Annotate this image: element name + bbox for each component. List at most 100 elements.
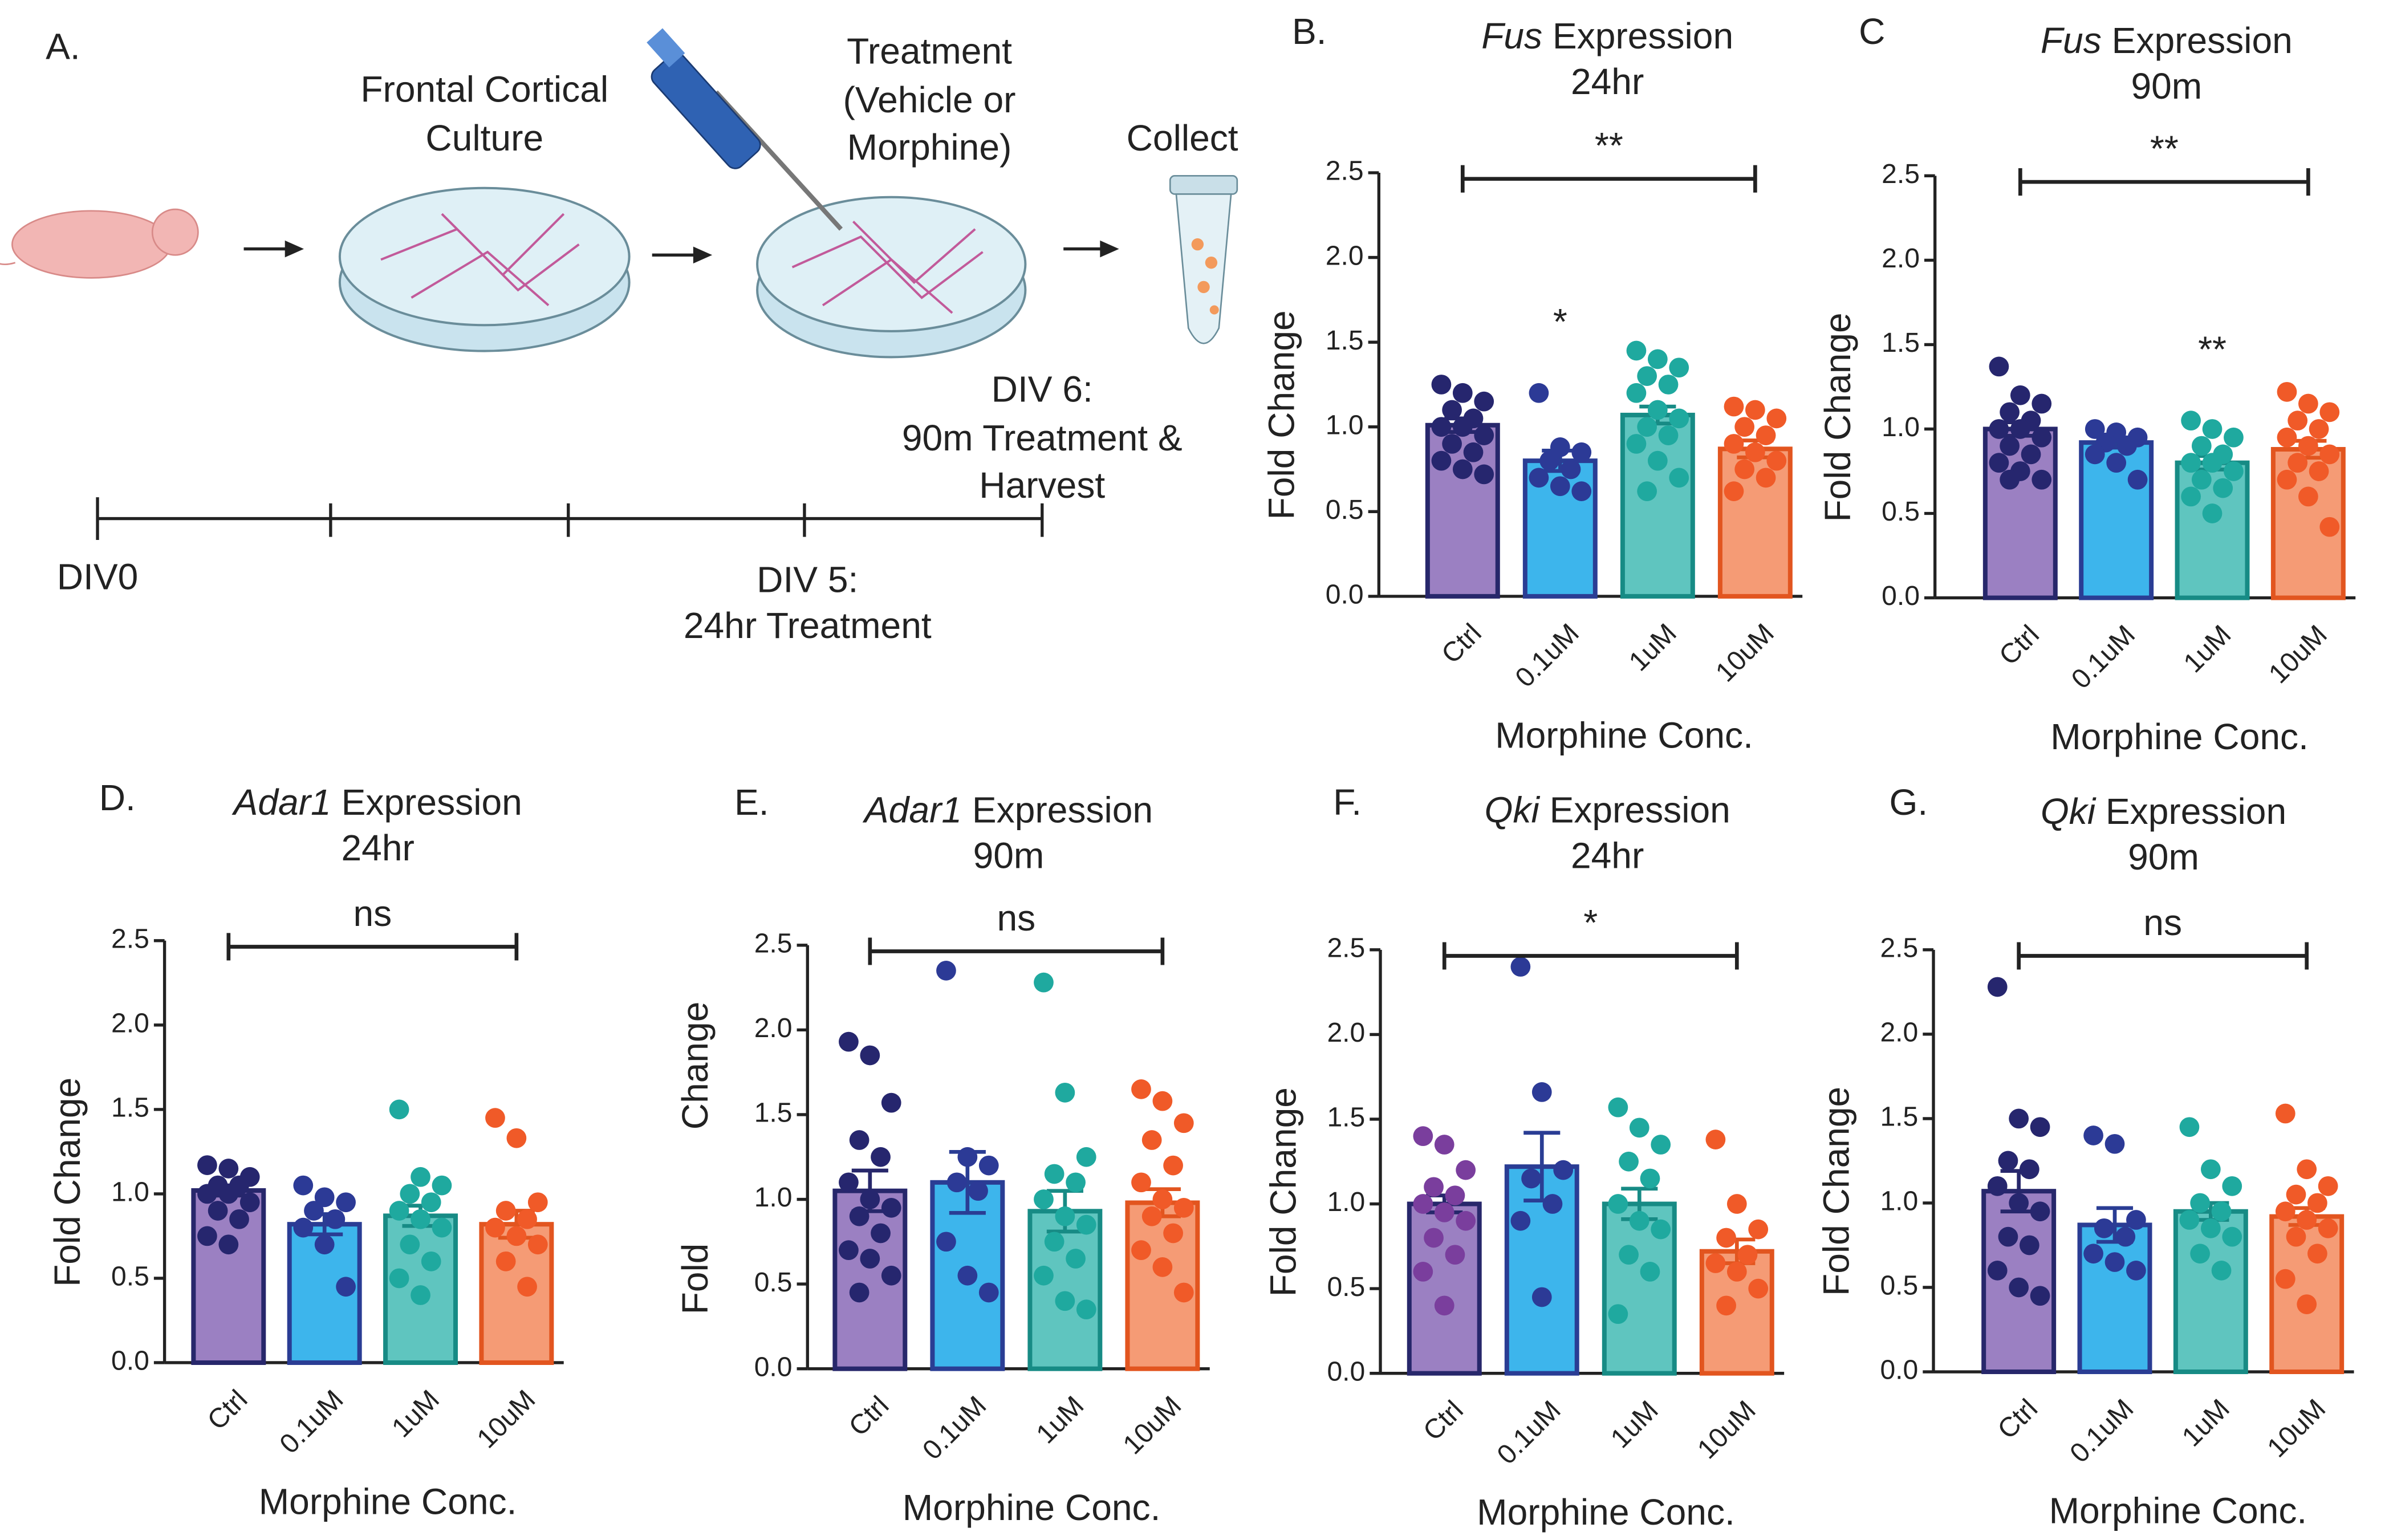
data-point	[1141, 1206, 1162, 1226]
data-point	[1055, 1082, 1075, 1103]
data-point	[293, 1217, 314, 1238]
y-tick-label: 2.5	[1882, 159, 1920, 189]
y-tick-label: 0.0	[1327, 1356, 1365, 1387]
data-point	[2181, 486, 2201, 507]
data-point	[881, 1092, 901, 1113]
data-point	[2010, 385, 2030, 405]
significance-bracket	[1442, 942, 1739, 970]
data-point	[2288, 411, 2308, 431]
y-tick-label: 2.0	[1327, 1017, 1365, 1048]
data-point	[1640, 1262, 1660, 1282]
data-point	[1131, 1172, 1151, 1193]
data-point	[1034, 1189, 1054, 1209]
data-point	[2179, 1117, 2200, 1137]
data-point	[1413, 1194, 1433, 1214]
y-tick-label: 2.0	[111, 1008, 149, 1039]
data-point	[1987, 1176, 2008, 1196]
data-point	[1434, 1135, 1454, 1155]
data-point	[2021, 444, 2041, 465]
data-point	[1456, 1210, 1476, 1231]
data-point	[421, 1192, 441, 1213]
x-tick-label: 0.1uM	[2064, 1393, 2140, 1469]
x-tick-label: Ctrl	[201, 1384, 253, 1436]
x-tick-label: 1uM	[1623, 617, 1683, 677]
data-point	[1431, 417, 1452, 437]
data-point	[432, 1217, 452, 1238]
data-point	[1539, 450, 1559, 471]
data-point	[1510, 957, 1531, 977]
dish-2	[756, 196, 1027, 359]
title-gene: Fus	[1481, 15, 1542, 56]
data-point	[1434, 1202, 1454, 1222]
data-point	[2298, 436, 2318, 456]
title-gene: Qki	[2041, 791, 2097, 832]
data-point	[1034, 972, 1054, 993]
data-point	[839, 1240, 859, 1261]
data-point	[389, 1201, 409, 1221]
data-point	[860, 1189, 880, 1209]
x-tick-label: 0.1uM	[1509, 617, 1585, 693]
data-point	[936, 1232, 956, 1252]
data-point	[400, 1234, 420, 1255]
data-point	[1141, 1130, 1162, 1150]
significance-label: *	[1553, 301, 1567, 342]
data-point	[411, 1209, 430, 1229]
x-tick-label: 10uM	[1692, 1395, 1762, 1465]
data-point	[2191, 436, 2212, 456]
data-point	[2286, 1226, 2306, 1247]
y-tick-label: 1.0	[1882, 412, 1920, 442]
data-point	[197, 1155, 217, 1175]
y-tick-label: 2.5	[1326, 156, 1364, 186]
data-point	[1452, 459, 1473, 480]
data-point	[1571, 481, 1592, 502]
data-point	[1766, 408, 1787, 429]
bracket-label: **	[1595, 125, 1623, 166]
data-point	[2032, 393, 2052, 414]
data-point	[1529, 383, 1549, 403]
data-point	[1608, 1194, 1628, 1214]
data-point	[1531, 1287, 1552, 1307]
data-point	[1442, 400, 1462, 420]
data-point	[1542, 1194, 1563, 1214]
y-tick-label: 2.0	[1880, 1017, 1918, 1048]
data-point	[1629, 1210, 1649, 1231]
title-gap	[2095, 791, 2106, 832]
y-tick-label: 2.0	[754, 1013, 793, 1043]
data-point	[2211, 1201, 2232, 1222]
data-point	[849, 1282, 870, 1303]
data-point	[2297, 1159, 2317, 1180]
data-point	[968, 1181, 988, 1201]
panel-label: A.	[46, 26, 80, 67]
chart-subtitle: 24hr	[1571, 61, 1644, 102]
bar	[191, 1188, 266, 1365]
y-tick-label: 1.0	[1880, 1186, 1918, 1217]
treatment-label: (Vehicle or	[843, 79, 1016, 120]
data-point	[881, 1265, 901, 1286]
data-point	[2083, 1125, 2103, 1145]
data-point	[2085, 444, 2105, 465]
x-tick-label: 0.1uM	[274, 1384, 350, 1460]
data-point	[2211, 1261, 2232, 1281]
y-tick-label: 1.0	[1326, 409, 1364, 440]
data-point	[1152, 1091, 1173, 1111]
data-point	[2297, 1294, 2317, 1314]
data-point	[229, 1209, 249, 1229]
timeline-label: Harvest	[979, 465, 1105, 506]
data-point	[1726, 1262, 1747, 1282]
data-point	[2319, 517, 2340, 537]
y-tick-label: 1.0	[1327, 1187, 1365, 1217]
data-point	[1734, 417, 1755, 437]
x-axis-label: Morphine Conc.	[903, 1487, 1161, 1528]
chart-title: Fus Expression	[1481, 15, 1733, 56]
data-point	[1737, 1245, 1758, 1265]
title-gap	[2102, 20, 2112, 61]
y-tick-label: 2.0	[1882, 243, 1920, 274]
chart-subtitle: 90m	[2131, 66, 2202, 107]
y-tick-label: 1.5	[1327, 1102, 1365, 1133]
x-tick-label: Ctrl	[1993, 619, 2045, 671]
y-tick-label: 1.5	[111, 1092, 149, 1123]
bar	[1027, 1209, 1103, 1371]
data-point	[1424, 1228, 1444, 1248]
data-point	[218, 1184, 239, 1204]
data-point	[1626, 340, 1647, 361]
